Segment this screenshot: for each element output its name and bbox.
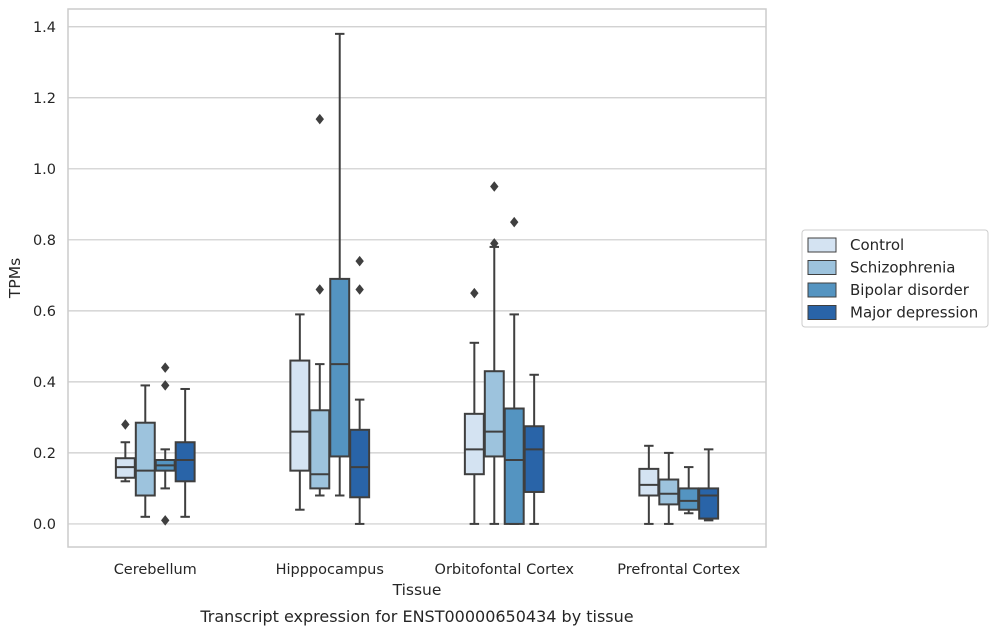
box-schizophrenia xyxy=(309,113,331,497)
iqr-box xyxy=(309,409,331,490)
legend-frame xyxy=(801,229,989,328)
iqr-box xyxy=(289,359,311,472)
y-tick-label: 1.0 xyxy=(33,162,56,178)
y-tick-label: 0.0 xyxy=(33,517,56,533)
iqr-box xyxy=(134,421,156,497)
x-tick-label: Hipppocampus xyxy=(276,562,384,578)
y-tick-label: 0.8 xyxy=(33,233,56,249)
box-major-depression xyxy=(698,448,720,522)
x-tick-label: Orbitofontal Cortex xyxy=(435,562,575,578)
box-control xyxy=(289,313,311,511)
y-tick-label: 0.2 xyxy=(33,446,56,462)
iqr-box xyxy=(483,370,505,458)
legend-label: Control xyxy=(850,236,904,254)
iqr-box xyxy=(658,478,680,506)
legend-swatch xyxy=(807,237,837,253)
box-bipolar-disorder xyxy=(503,216,525,525)
outlier-point xyxy=(510,216,519,228)
iqr-box xyxy=(503,407,525,525)
chart-caption: Transcript expression for ENST0000065043… xyxy=(199,607,633,626)
legend-label: Schizophrenia xyxy=(850,259,955,277)
legend-swatch xyxy=(807,260,837,275)
x-axis-ticks: Cerebellum Hipppocampus Orbitofontal Corte… xyxy=(114,562,741,578)
iqr-box xyxy=(329,277,351,458)
chart-legend: Control Schizophrenia Bipolar disorder Majo… xyxy=(801,229,989,328)
iqr-box xyxy=(698,487,720,520)
box-bipolar-disorder xyxy=(329,32,351,497)
outlier-point xyxy=(490,181,499,192)
iqr-box xyxy=(349,428,371,499)
iqr-box xyxy=(678,487,700,511)
y-tick-label: 1.2 xyxy=(33,91,56,107)
x-axis-label: Tissue xyxy=(392,581,442,599)
y-axis-label: TPMs xyxy=(6,258,24,299)
box-major-depression xyxy=(523,373,545,525)
x-tick-label: Prefrontal Cortex xyxy=(617,562,740,578)
box-bipolar-disorder xyxy=(154,362,176,526)
y-tick-label: 0.6 xyxy=(33,304,56,320)
outlier-point xyxy=(161,362,170,373)
box-control xyxy=(463,287,485,525)
box-schizophrenia xyxy=(134,384,156,518)
y-tick-label: 0.4 xyxy=(33,375,56,391)
outlier-point xyxy=(161,515,170,526)
box-schizophrenia xyxy=(483,181,505,525)
outlier-point xyxy=(355,255,364,267)
box-control xyxy=(638,444,660,525)
x-tick-label: Cerebellum xyxy=(114,562,197,578)
iqr-box xyxy=(638,467,660,497)
iqr-box xyxy=(463,412,485,476)
gridlines xyxy=(68,26,766,525)
box-control xyxy=(114,419,136,483)
legend-swatch xyxy=(807,305,837,320)
outlier-point xyxy=(470,287,479,299)
outlier-point xyxy=(490,238,499,249)
iqr-box xyxy=(174,441,196,483)
box-bipolar-disorder xyxy=(678,466,700,515)
box-major-depression xyxy=(349,255,371,525)
iqr-box xyxy=(523,425,545,493)
y-tick-label: 1.4 xyxy=(33,20,56,36)
y-axis-ticks: 0.0 0.2 0.4 0.6 0.8 1.0 1.2 1.4 xyxy=(33,20,56,533)
box-major-depression xyxy=(174,387,196,518)
box-plot-marks xyxy=(114,32,720,526)
outlier-point xyxy=(315,113,324,125)
legend-swatch xyxy=(807,282,837,298)
outlier-point xyxy=(161,380,170,391)
legend-label: Major depression xyxy=(850,304,978,322)
legend-label: Bipolar disorder xyxy=(850,281,970,299)
outlier-point xyxy=(315,284,324,295)
box-schizophrenia xyxy=(658,451,680,525)
outlier-point xyxy=(355,284,364,295)
outlier-point xyxy=(121,419,130,430)
plot-area-frame xyxy=(67,8,767,548)
